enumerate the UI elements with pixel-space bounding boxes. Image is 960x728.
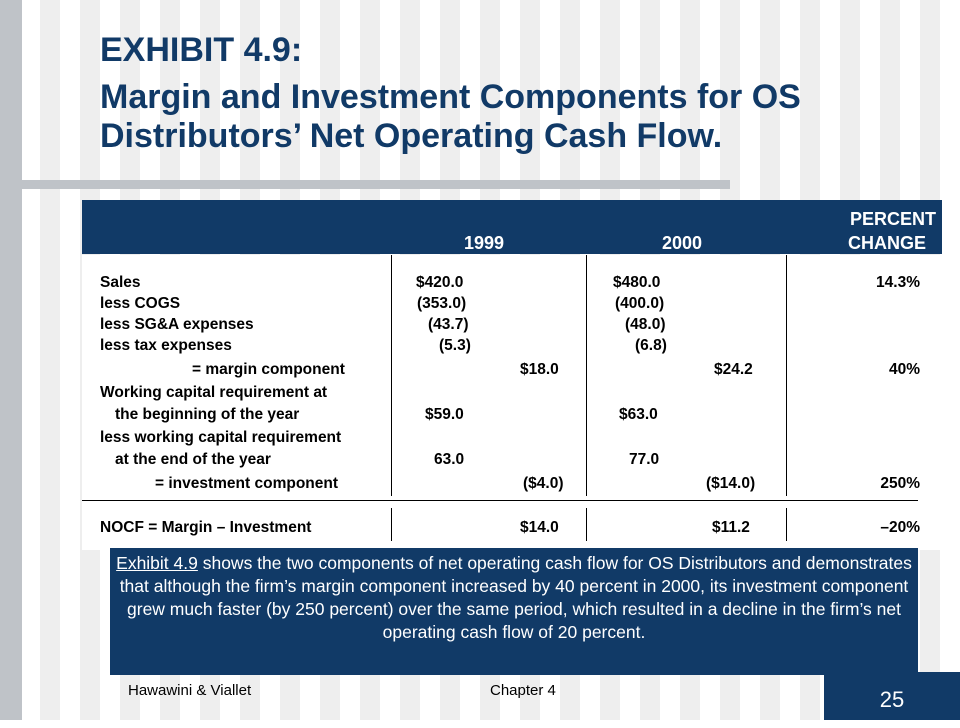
header-change: CHANGE [847, 233, 926, 253]
table-row: NOCF = Margin – Investment $14.0 $11.2 –… [100, 519, 920, 536]
title-divider [0, 180, 730, 189]
table-row: the beginning of the year $59.0 $63.0 [115, 406, 658, 423]
table-row: Sales $420.0 $480.0 14.3% [100, 274, 920, 291]
table-row: Working capital requirement at [100, 384, 328, 401]
explanation-text: shows the two components of net operatin… [119, 553, 912, 642]
header-2000: 2000 [662, 233, 703, 253]
slide-title: EXHIBIT 4.9: Margin and Investment Compo… [100, 30, 940, 156]
table-row: = margin component $18.0 $24.2 40% [192, 361, 920, 378]
column-divider [391, 508, 392, 541]
table-row: less working capital requirement [100, 429, 342, 446]
left-accent-bar [0, 0, 22, 720]
footer-author: Hawawini & Viallet [128, 682, 252, 699]
header-1999: 1999 [464, 233, 505, 253]
column-divider [586, 255, 587, 496]
table-row: less tax expenses (5.3) (6.8) [100, 337, 667, 354]
column-divider [786, 508, 787, 541]
table-row: = investment component ($4.0) ($14.0) 25… [155, 475, 920, 492]
column-divider [391, 255, 392, 496]
exhibit-link[interactable]: Exhibit 4.9 [116, 553, 198, 573]
table-row: at the end of the year 63.0 77.0 [115, 451, 660, 468]
footer-chapter: Chapter 4 [490, 682, 556, 699]
table-row: less COGS (353.0) (400.0) [100, 295, 665, 312]
cash-flow-table: Sales $420.0 $480.0 14.3% less COGS (353… [82, 255, 942, 550]
title-line-2: Margin and Investment Components for OS … [100, 78, 801, 155]
table-header: 1999 2000 PERCENT CHANGE [82, 200, 942, 254]
title-line-1: EXHIBIT 4.9: [100, 31, 303, 69]
column-divider [786, 255, 787, 496]
page-number: 25 [824, 672, 960, 720]
explanation-box: Exhibit 4.9 shows the two components of … [110, 548, 918, 675]
column-divider [586, 508, 587, 541]
table-row: less SG&A expenses (43.7) (48.0) [100, 316, 666, 333]
total-rule [82, 500, 918, 501]
header-percent: PERCENT [849, 209, 936, 229]
